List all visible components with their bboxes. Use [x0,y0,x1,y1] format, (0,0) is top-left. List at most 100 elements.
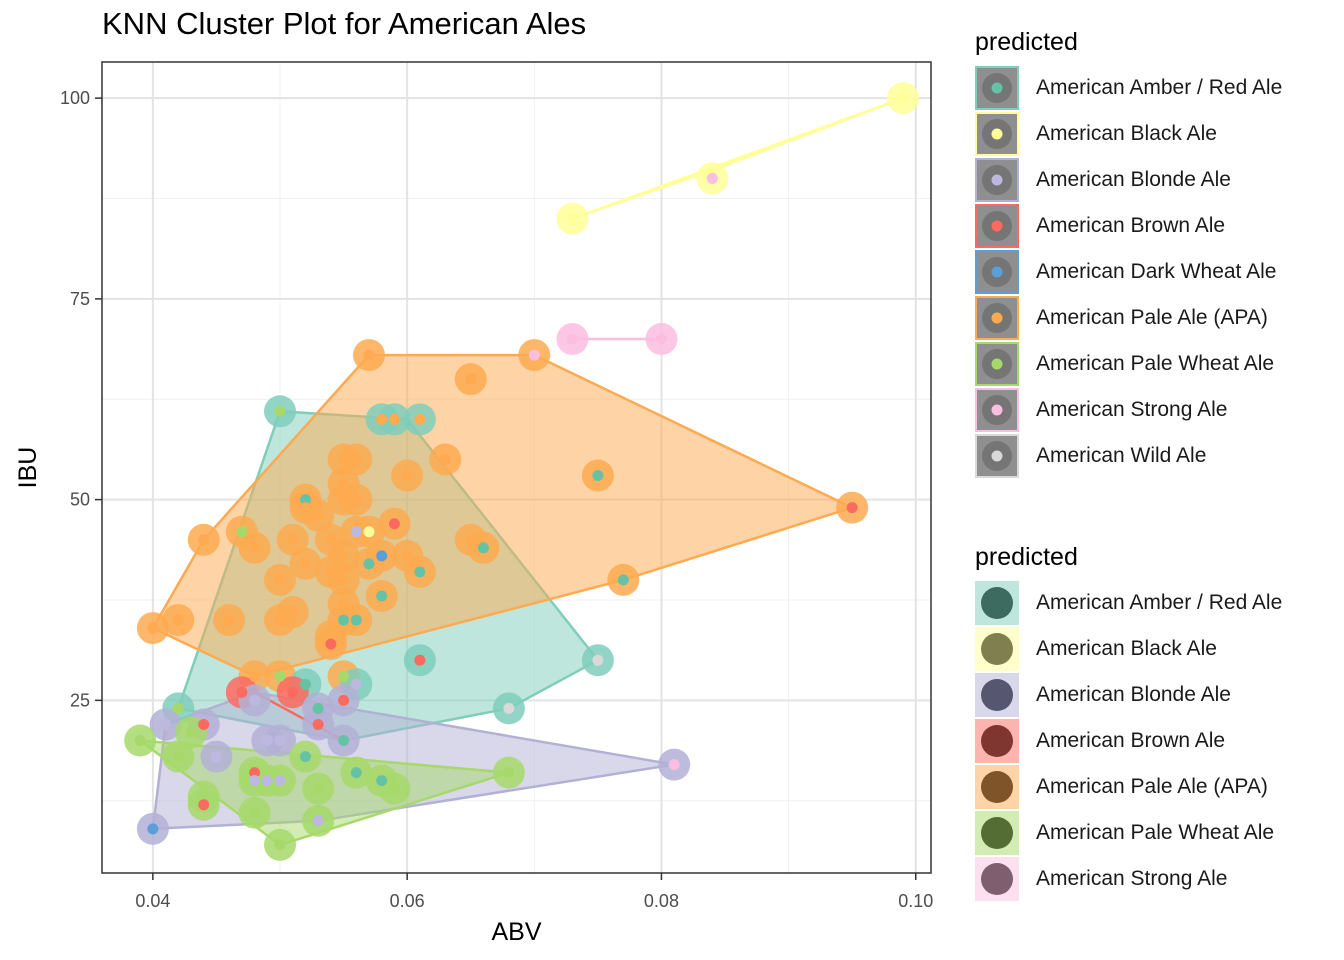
data-point-style-dot [414,654,426,666]
legend-key-dot [981,817,1013,849]
data-point-style-dot [299,494,311,506]
legend-key [975,434,1019,478]
data-point-style-dot [706,172,718,184]
legend-label: American Brown Ale [1036,729,1226,752]
legend-key [975,66,1019,110]
data-point-style-dot [388,518,400,530]
legend-title: predicted [975,28,1078,56]
cluster-hull [151,353,854,678]
data-point-style-dot [566,213,578,225]
data-point-style-dot [299,558,311,570]
chart-title: KNN Cluster Plot for American Ales [102,6,587,41]
x-axis-title: ABV [491,918,541,946]
legend-item: American Black Ale [975,626,1282,672]
data-point-style-dot [147,823,159,835]
data-point-style-dot [325,534,337,546]
legend-label: American Black Ale [1036,637,1217,660]
legend-label: American Black Ale [1036,122,1217,145]
data-point-style-dot [528,349,540,361]
data-point-style-dot [223,614,235,626]
data-point-style-dot [147,622,159,634]
legend-key-dot [991,358,1003,370]
legend-key [975,112,1019,156]
data-point-style-dot [376,590,388,602]
data-point-style-dot [312,783,324,795]
legend-key [975,342,1019,386]
data-point-style-dot [274,839,286,851]
legend-key-dot [991,450,1003,462]
legend-key [975,581,1019,625]
actual-style-dots [134,92,909,851]
legend-label: American Pale Wheat Ale [1036,352,1275,375]
legend-key [975,765,1019,809]
data-point-style-dot [312,718,324,730]
data-point-style-dot [274,775,286,787]
legend-item: American Amber / Red Ale [975,580,1282,626]
legend-label: American Wild Ale [1036,444,1207,467]
legend-key [975,296,1019,340]
data-point-style-dot [338,670,350,682]
data-point-style-dot [134,735,146,747]
legend-key-dot [981,725,1013,757]
legend-key-dot [981,863,1013,895]
data-point-style-dot [198,718,210,730]
legend-label: American Amber / Red Ale [1036,591,1283,614]
data-point-style-dot [236,686,248,698]
data-point-style-dot [592,470,604,482]
legend-label: American Pale Ale (APA) [1036,775,1268,798]
legend-items: American Amber / Red Ale American Black A… [975,65,1282,479]
legend-item: American Pale Wheat Ale [975,810,1282,856]
legend-title: predicted [975,543,1078,571]
legend-predicted: predicted American Amber / Red Ale Americ… [975,543,1282,902]
legend-item: American Pale Ale (APA) [975,295,1282,341]
data-point-style-dot [338,574,350,586]
legend-key-dot [991,312,1003,324]
legend-item: American Pale Wheat Ale [975,341,1282,387]
data-point-style-dot [414,566,426,578]
data-point-style-dot [185,726,197,738]
data-point-style-dot [274,405,286,417]
data-point-style-dot [338,694,350,706]
legend-label: American Brown Ale [1036,214,1226,237]
data-point-style-dot [503,767,515,779]
legend-item: American Brown Ale [975,203,1282,249]
data-point-style-dot [376,413,388,425]
plot-panel-border [101,61,932,874]
legend-key-dot [981,679,1013,711]
data-point-style-dot [350,767,362,779]
data-point-style-dot [249,767,261,779]
data-point-style-dot [287,686,299,698]
legend-item: American Amber / Red Ale [975,65,1282,111]
legend-key [975,673,1019,717]
legend-key-dot [991,128,1003,140]
legend-key [975,719,1019,763]
data-point-style-dot [477,542,489,554]
y-axis-title: IBU [14,447,42,489]
data-point-style-dot [160,718,172,730]
data-point-style-dot [401,550,413,562]
data-point-style-dot [350,614,362,626]
legend-items: American Amber / Red Ale American Black A… [975,580,1282,902]
data-point-style-dot [325,638,337,650]
legend-key [975,388,1019,432]
legend-key-dot [991,174,1003,186]
data-point-style-dot [172,751,184,763]
legend-actual-style: predicted American Amber / Red Ale Americ… [975,28,1282,479]
data-point-style-dot [350,494,362,506]
data-point-style-dot [846,502,858,514]
data-point-style-dot [465,373,477,385]
legend-key-dot [981,587,1013,619]
data-point-style-dot [388,413,400,425]
legend-key-dot [991,220,1003,232]
data-point-style-dot [274,735,286,747]
data-point-style-dot [249,542,261,554]
data-point-style-dot [172,614,184,626]
legend-key [975,627,1019,671]
legend-item: American Pale Ale (APA) [975,764,1282,810]
legend-item: American Dark Wheat Ale [975,249,1282,295]
legend-key [975,857,1019,901]
data-point-style-dot [350,526,362,538]
legend-item: American Wild Ale [975,433,1282,479]
data-point-style-dot [312,815,324,827]
legend-label: American Dark Wheat Ale [1036,260,1277,283]
